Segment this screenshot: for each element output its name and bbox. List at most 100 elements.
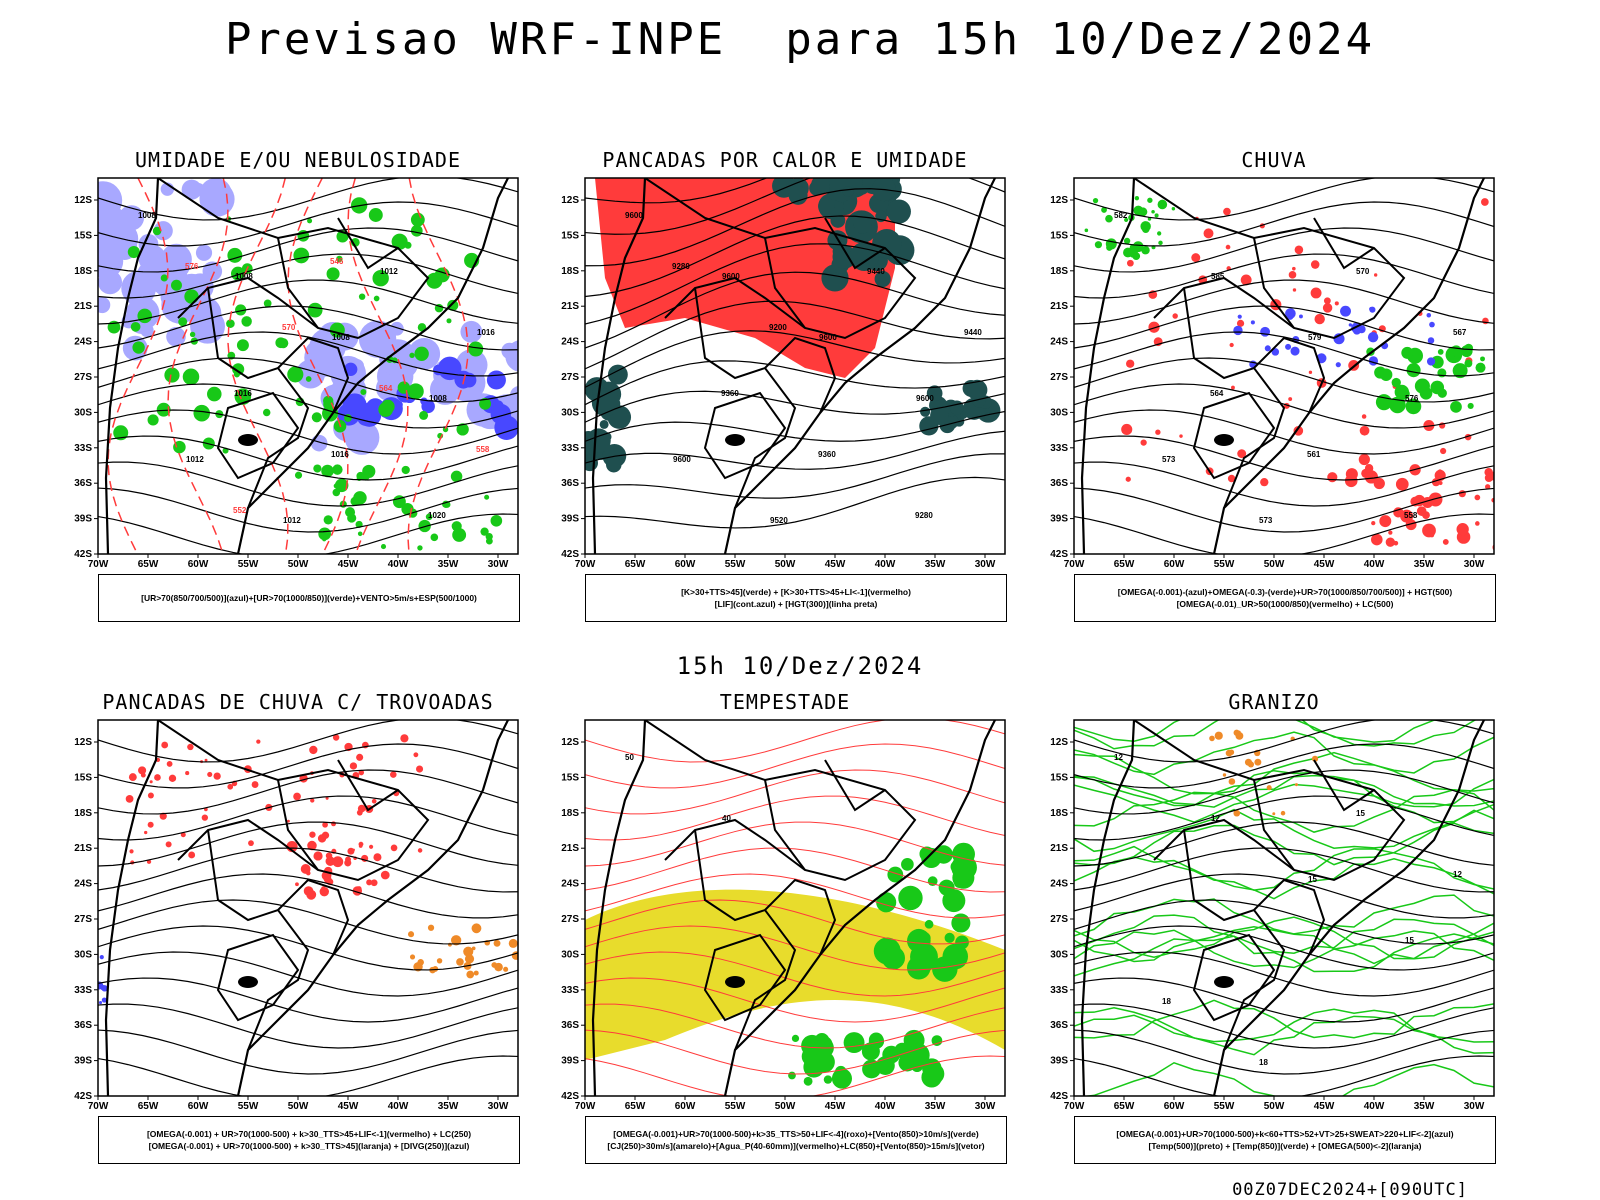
lon-tick-label: 70W: [575, 1101, 596, 1112]
contour-label: 9600: [819, 333, 837, 342]
field-cell: [1485, 484, 1491, 490]
field-cell: [1374, 366, 1387, 379]
field-cell: [413, 752, 419, 758]
lat-tick-label: 36S: [561, 1020, 579, 1031]
temp-850-contour: [1074, 720, 1477, 750]
field-cell: [1310, 260, 1320, 269]
lon-tick-label: 50W: [1264, 1101, 1285, 1112]
field-cell: [295, 882, 299, 887]
field-cell: [1414, 378, 1430, 394]
field-cell: [881, 946, 906, 970]
contour-line: [1074, 951, 1494, 997]
legend-box: [OMEGA(-0.001)+UR>70(1000-500)+k>35_TTS>…: [585, 1116, 1007, 1164]
field-cell: [1214, 731, 1223, 740]
contour-label: 9200: [769, 323, 787, 332]
field-cell: [130, 322, 141, 332]
field-cell: [484, 494, 490, 500]
country-border: [1192, 391, 1276, 480]
lat-tick-label: 12S: [1050, 737, 1068, 748]
plot-frame: [97, 177, 519, 555]
field-cell: [1233, 325, 1243, 336]
contour-label: 9600: [673, 455, 691, 464]
country-border: [1253, 237, 1295, 329]
field-cell: [368, 208, 383, 222]
field-cell: [519, 936, 527, 944]
field-cell: [373, 853, 382, 862]
field-cell: [419, 410, 429, 420]
lat-tick-label: 27S: [1050, 914, 1068, 925]
country-border: [1253, 336, 1326, 414]
contour-line: [585, 178, 1005, 235]
contour-label: 9280: [915, 511, 933, 520]
legend-box: [UR>70(850/700/500)](azul)+[UR>70(1000/8…: [98, 574, 520, 622]
contour-line: [585, 899, 1005, 945]
field-cell: [1209, 735, 1215, 742]
panel-title: UMIDADE E/OU NEBULOSIDADE: [134, 148, 462, 172]
lon-tick-label: 40W: [388, 559, 409, 570]
field-cell: [1364, 464, 1374, 473]
contour-line: [98, 795, 518, 841]
field-cell: [1442, 538, 1449, 545]
contour-line: [1074, 253, 1494, 299]
field-cell: [1299, 314, 1303, 319]
lon-tick-label: 30W: [488, 1101, 509, 1112]
field-cell: [1406, 363, 1421, 378]
contour-label: 9360: [818, 450, 836, 459]
field-cell: [407, 931, 415, 938]
lat-tick-label: 18S: [1050, 808, 1068, 819]
panel-pancadas_trovoadas: PANCADAS DE CHUVA C/ TROVOADAS 12S 15S 18S 2…: [58, 690, 538, 1164]
country-border: [337, 217, 399, 270]
field-cell: [938, 879, 955, 896]
field-cell: [1140, 439, 1147, 446]
field-cell: [319, 886, 329, 897]
lat-tick-label: 12S: [561, 195, 579, 206]
field-cell: [1179, 434, 1183, 438]
lat-tick-label: 15S: [1050, 230, 1068, 241]
contour-line: [1074, 977, 1494, 1023]
field-cell: [149, 780, 153, 784]
field-cell: [356, 809, 363, 816]
contour-label: 9600: [916, 394, 934, 403]
field-cell: [1125, 476, 1131, 482]
lon-tick-label: 30W: [1464, 1101, 1485, 1112]
field-cell: [195, 244, 213, 261]
field-cell: [182, 368, 200, 386]
contour-label: 558: [1404, 511, 1418, 520]
field-cell: [1428, 492, 1443, 507]
field-cell: [1285, 308, 1296, 319]
field-cell: [380, 870, 390, 880]
field-cell: [1105, 238, 1117, 250]
lon-tick-label: 65W: [625, 559, 646, 570]
contour-line: [1074, 383, 1494, 429]
country-border: [824, 217, 886, 270]
contour-line: [1074, 769, 1494, 815]
contour-label: 582: [1114, 211, 1128, 220]
field-cell: [342, 393, 367, 418]
lon-tick-label: 40W: [875, 1101, 896, 1112]
contour-label: 573: [1162, 455, 1176, 464]
field-cell: [522, 959, 527, 964]
field-cell: [842, 186, 854, 197]
lat-tick-label: 36S: [1050, 1020, 1068, 1031]
contour-label: 558: [476, 445, 490, 454]
country-border: [277, 779, 319, 871]
contour-label: 552: [233, 506, 247, 515]
contour-line: [98, 925, 518, 971]
field-cell: [1266, 785, 1272, 791]
legend-box: [OMEGA(-0.001)-(azul)+OMEGA(-0.3)-(verde…: [1074, 574, 1496, 622]
field-cell: [152, 226, 162, 236]
field-cell: [1260, 326, 1270, 337]
field-cell: [1348, 323, 1353, 327]
contour-label: 12: [1453, 870, 1462, 879]
contour-label: 15: [1405, 936, 1414, 945]
contour-line: [585, 330, 1005, 388]
legend-line: [OMEGA(-0.001)-(azul)+OMEGA(-0.3)-(verde…: [1117, 587, 1453, 597]
lat-tick-label: 12S: [1050, 195, 1068, 206]
lon-tick-label: 70W: [88, 1101, 109, 1112]
contour-line: [585, 453, 1005, 499]
field-cell: [147, 792, 154, 799]
field-cell: [1155, 429, 1161, 435]
field-cell: [791, 1034, 800, 1043]
field-cell: [930, 406, 949, 425]
contour-line: [98, 305, 518, 351]
